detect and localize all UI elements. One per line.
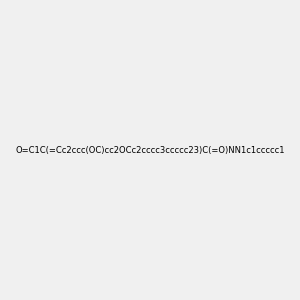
Text: O=C1C(=Cc2ccc(OC)cc2OCc2cccc3ccccc23)C(=O)NN1c1ccccc1: O=C1C(=Cc2ccc(OC)cc2OCc2cccc3ccccc23)C(=… (15, 146, 285, 154)
